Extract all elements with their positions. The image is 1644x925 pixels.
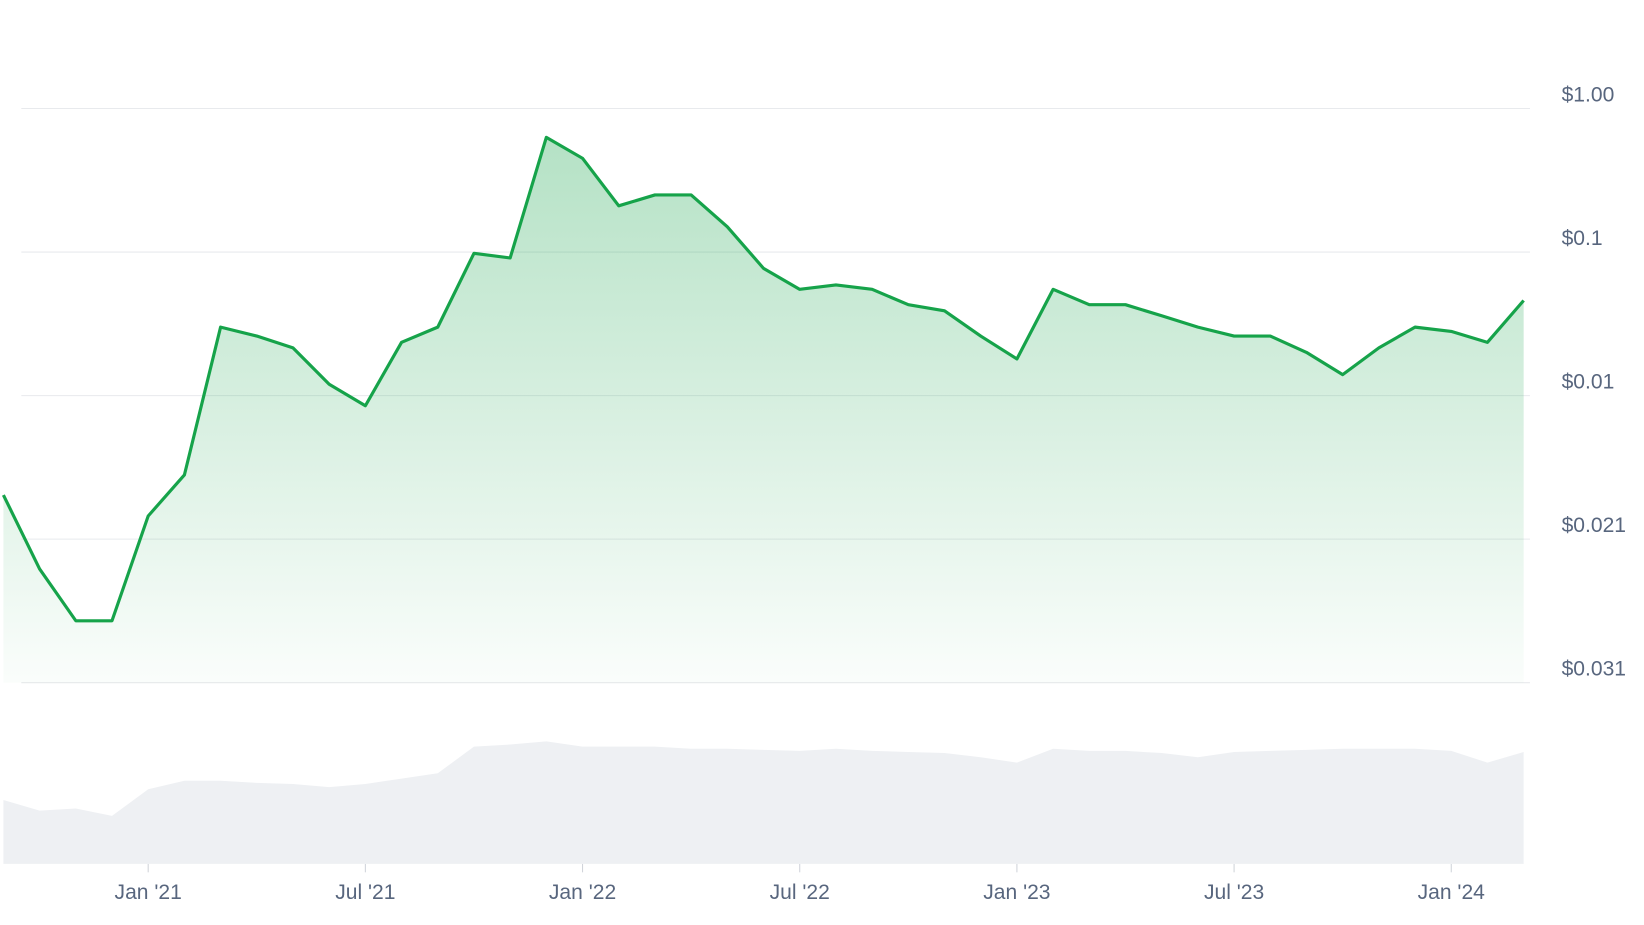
x-tick-label: Jul '22 [770, 881, 830, 904]
x-tick-label: Jan '21 [115, 881, 182, 904]
price-line [1, 135, 1525, 623]
x-tick-label: Jan '24 [1418, 881, 1486, 904]
y-tick-label: $0.1 [1562, 227, 1603, 250]
x-tick-label: Jan '22 [549, 881, 616, 904]
y-tick-label: $0.031 [1562, 658, 1626, 681]
y-tick-label: $0.01 [1562, 371, 1615, 394]
x-tick-label: Jul '21 [335, 881, 395, 904]
x-tick-label: Jan '23 [983, 881, 1050, 904]
volume-area [3, 741, 1524, 864]
price-area [3, 137, 1524, 683]
y-tick-label: $1.00 [1562, 83, 1615, 106]
y-tick-label: $0.021 [1562, 514, 1626, 537]
x-tick-label: Jul '23 [1204, 881, 1264, 904]
